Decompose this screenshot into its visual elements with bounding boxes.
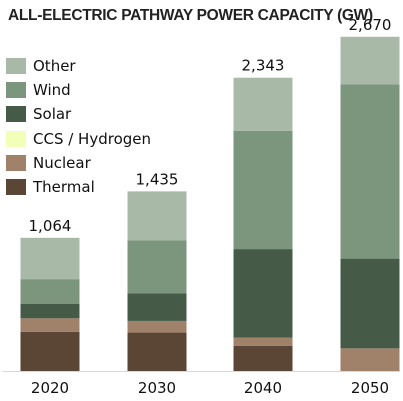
legend-swatch-thermal [6,179,26,196]
bar-solar-2030 [127,293,187,321]
bar-nuclear-2020 [20,318,80,332]
legend-swatch-wind [6,82,26,99]
chart-title: ALL-ELECTRIC PATHWAY POWER CAPACITY (GW) [8,7,373,24]
total-label-2050: 2,670 [349,16,392,34]
legend-item-thermal: Thermal [6,175,151,199]
legend-label-solar: Solar [33,105,72,124]
x-tick-label-2020: 2020 [31,379,69,397]
legend-item-wind: Wind [6,78,151,102]
labels-layer: 1,064 2020 1,435 2030 2,343 2040 2,670 2050 [3,16,400,397]
total-label-2020: 1,064 [29,217,72,235]
legend-swatch-solar [6,106,26,123]
legend-label-nuclear: Nuclear [33,153,91,172]
bar-thermal-2020 [20,331,80,371]
bar-wind-2030 [127,240,187,294]
bar-other-2030 [127,191,187,241]
legend-item-ccs-hydrogen: CCS / Hydrogen [6,127,151,151]
bar-solar-2040 [233,249,293,338]
bar-other-2040 [233,77,293,131]
legend-label-thermal: Thermal [33,178,95,197]
bar-other-2050 [340,36,400,85]
x-tick-label-2030: 2030 [138,379,176,397]
bar-other-2020 [20,237,80,280]
legend: Other Wind Solar CCS / Hydrogen Nuclear Therm… [6,54,151,199]
total-label-2030: 1,435 [136,170,179,188]
legend-item-other: Other [6,54,151,78]
legend-label-ccs-hydrogen: CCS / Hydrogen [33,129,152,148]
legend-swatch-other [6,58,26,75]
x-tick-label-2050: 2050 [351,379,389,397]
legend-label-other: Other [33,57,76,76]
legend-swatch-ccs-hydrogen [6,130,26,147]
bar-wind-2050 [340,84,400,259]
bar-solar-2020 [20,303,80,319]
bar-nuclear-2030 [127,320,187,333]
bar-wind-2020 [20,279,80,304]
legend-label-wind: Wind [33,81,71,100]
x-tick-label-2040: 2040 [244,379,282,397]
bar-thermal-2030 [127,332,187,371]
bar-wind-2040 [233,130,293,250]
bar-nuclear-2040 [233,337,293,346]
legend-swatch-nuclear [6,154,26,171]
bar-thermal-2040 [233,345,293,371]
total-label-2040: 2,343 [242,57,285,75]
bar-nuclear-2050 [340,348,400,371]
legend-item-nuclear: Nuclear [6,151,151,175]
bars-layer [20,36,400,371]
legend-item-solar: Solar [6,102,151,126]
bar-solar-2050 [340,258,400,349]
